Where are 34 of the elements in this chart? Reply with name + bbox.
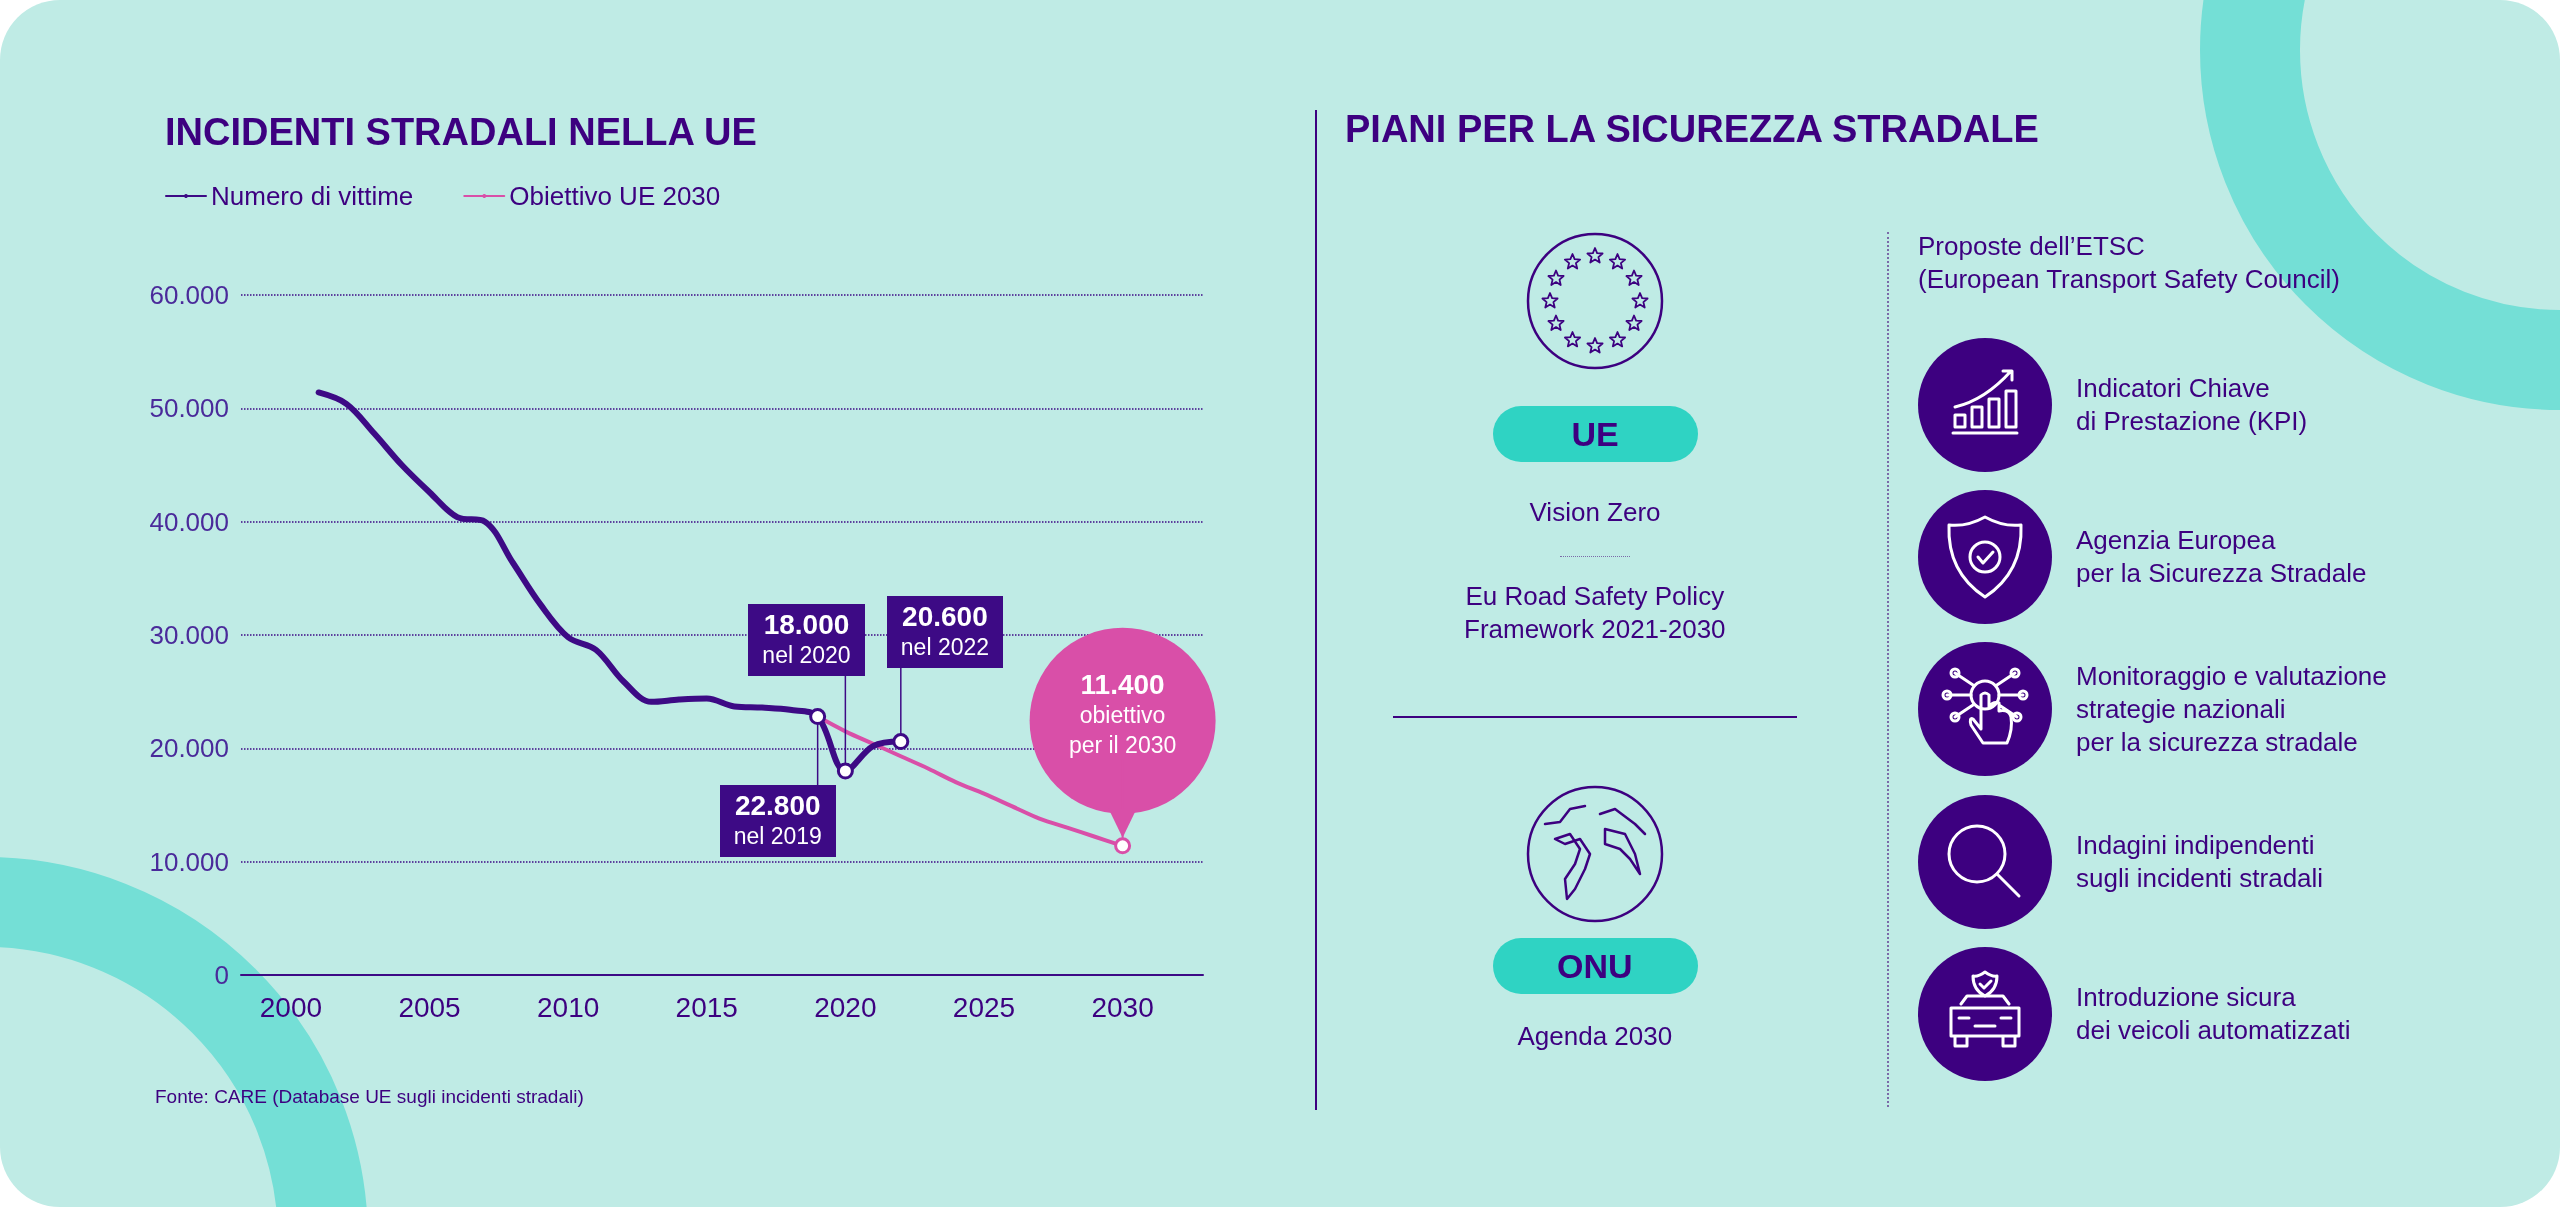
legend-label: Numero di vittime [211, 181, 414, 211]
y-tick-label: 50.000 [149, 393, 229, 424]
x-tick-label: 2000 [259, 991, 323, 1023]
text: Monitoraggio e valutazione strategie nazionali per la sicurezza stradale [2076, 659, 2387, 759]
y-tick-label: 20.000 [149, 733, 229, 764]
annotation: 22.800 nel 2019 [733, 789, 822, 851]
x-tick-label: 2005 [398, 991, 461, 1023]
y-tick-label: 0 [214, 960, 229, 990]
text: ONU [1557, 946, 1633, 986]
y-tick-label: 30.000 [149, 620, 229, 650]
annotation: 20.600 nel 2022 [900, 600, 990, 662]
legend-label: Obiettivo UE 2030 [509, 181, 721, 211]
text: Vision Zero [1529, 495, 1661, 529]
annotation: 18.000 nel 2020 [762, 609, 851, 670]
x-tick-label: 2020 [814, 991, 877, 1023]
text: Agenzia Europea per la Sicurezza Stradale [2076, 524, 2367, 590]
x-tick-label: 2030 [1091, 991, 1154, 1023]
annotation: 11.400 obiettivo per il 2030 [1067, 668, 1178, 760]
y-tick-label: 40.000 [149, 506, 229, 537]
text: Eu Road Safety Policy Framework 2021-2030 [1464, 580, 1726, 646]
text: PIANI PER LA SICUREZZA STRADALE [1345, 107, 2039, 152]
text: UE [1571, 414, 1619, 454]
text: Indicatori Chiave di Prestazione (KPI) [2076, 372, 2308, 438]
y-tick-label: 60.000 [149, 280, 229, 310]
text: Indagini indipendenti sugli incidenti stradali [2076, 829, 2324, 895]
text: Introduzione sicura dei veicoli automatizzati [2076, 981, 2351, 1047]
chart-title: INCIDENTI STRADALI NELLA UE [165, 111, 757, 153]
x-tick-label: 2010 [536, 991, 600, 1023]
text: Proposte dell’ETSC (European Transport Safety Council) [1918, 230, 2340, 296]
text: Agenda 2030 [1517, 1019, 1673, 1053]
x-tick-label: 2015 [675, 991, 738, 1023]
y-tick-label: 10.000 [149, 846, 229, 877]
x-tick-label: 2025 [952, 991, 1016, 1023]
source-note: Fonte: CARE (Database UE sugli incidenti stradali) [155, 1085, 584, 1109]
